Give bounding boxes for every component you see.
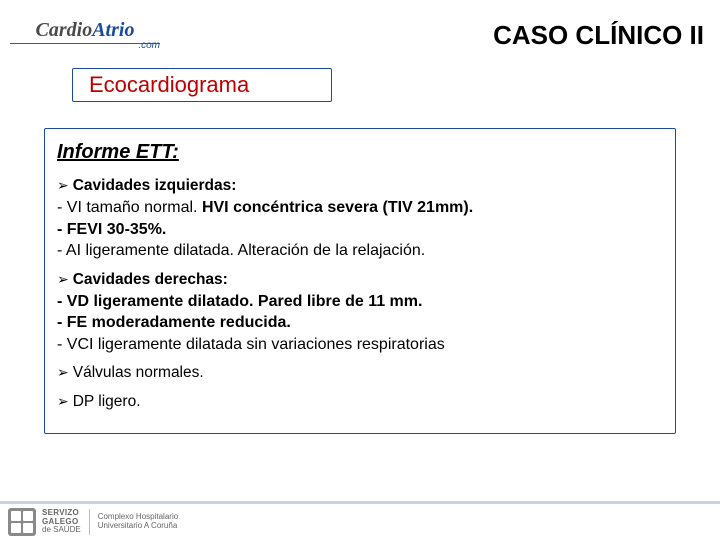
section-label-box: Ecocardiograma xyxy=(72,68,332,102)
report-group-heading-text: Cavidades izquierdas: xyxy=(73,177,237,194)
logo-atrio: Atrio xyxy=(92,19,134,42)
report-line: - AI ligeramente dilatada. Alteración de… xyxy=(57,240,663,262)
report-line: - VI tamaño normal. HVI concéntrica seve… xyxy=(57,197,663,219)
report-group: ➢DP ligero. xyxy=(57,392,663,413)
report-group-heading: ➢Cavidades derechas: xyxy=(57,270,663,291)
report-card: Informe ETT: ➢Cavidades izquierdas:- VI … xyxy=(44,128,676,434)
report-group-heading-text: Válvulas normales. xyxy=(73,364,204,381)
logo-com: .com xyxy=(138,40,160,51)
bullet-icon: ➢ xyxy=(57,364,69,380)
report-line: - FE moderadamente reducida. xyxy=(57,312,663,334)
report-line: - VCI ligeramente dilatada sin variacion… xyxy=(57,334,663,356)
report-group-heading: ➢Válvulas normales. xyxy=(57,363,663,384)
logo-cardio: Cardio xyxy=(36,19,93,42)
bullet-icon: ➢ xyxy=(57,393,69,409)
report-group: ➢Cavidades izquierdas:- VI tamaño normal… xyxy=(57,176,663,262)
report-group: ➢Cavidades derechas:- VD ligeramente dil… xyxy=(57,270,663,356)
bullet-icon: ➢ xyxy=(57,177,69,193)
report-group-heading: ➢DP ligero. xyxy=(57,392,663,413)
bullet-icon: ➢ xyxy=(57,271,69,287)
footer-logo-icon xyxy=(8,508,36,536)
report-body: ➢Cavidades izquierdas:- VI tamaño normal… xyxy=(57,176,663,413)
report-line: - VD ligeramente dilatado. Pared libre d… xyxy=(57,291,663,313)
report-line: - FEVI 30-35%. xyxy=(57,219,663,241)
report-group: ➢Válvulas normales. xyxy=(57,363,663,384)
report-title: Informe ETT: xyxy=(57,139,663,166)
header: CardioAtrio .com CASO CLÍNICO II xyxy=(0,0,720,64)
footer-org2: Complexo Hospitalario Universitario A Co… xyxy=(98,513,178,531)
report-group-heading-text: Cavidades derechas: xyxy=(73,271,228,288)
footer-org1: SERVIZO GALEGO de SAÚDE xyxy=(42,509,81,535)
logo: CardioAtrio .com xyxy=(10,19,160,51)
report-group-heading-text: DP ligero. xyxy=(73,393,141,410)
footer-org2-l2: Universitario A Coruña xyxy=(98,522,178,531)
footer: SERVIZO GALEGO de SAÚDE Complexo Hospita… xyxy=(0,504,720,540)
footer-org1-l3: de SAÚDE xyxy=(42,526,81,535)
report-group-heading: ➢Cavidades izquierdas: xyxy=(57,176,663,197)
section-label-text: Ecocardiograma xyxy=(89,72,249,98)
case-title: CASO CLÍNICO II xyxy=(493,20,704,51)
footer-separator xyxy=(89,509,90,535)
